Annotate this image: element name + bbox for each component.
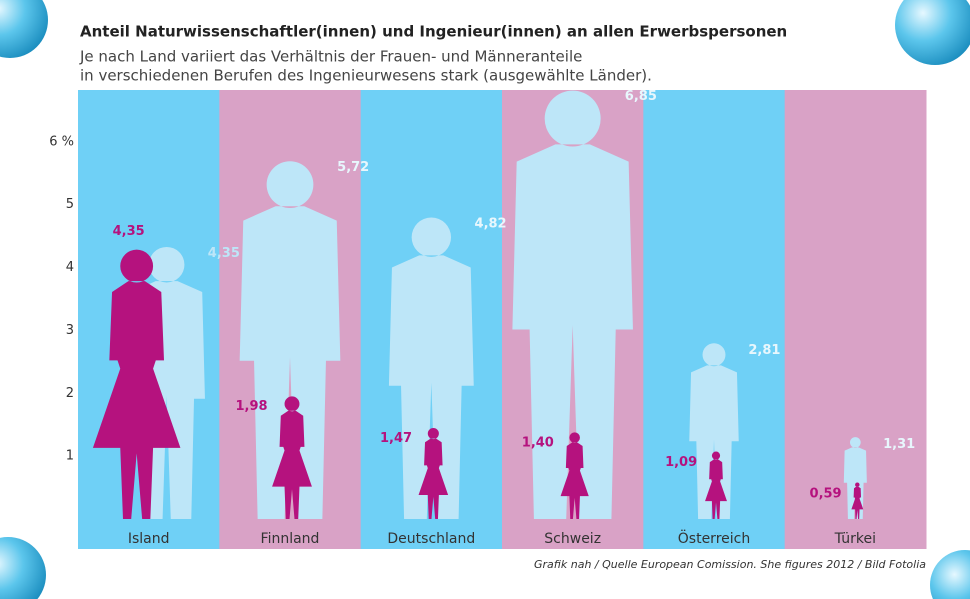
column-backgrounds	[78, 90, 927, 549]
source-note: Grafik nah / Quelle European Comission. …	[534, 558, 926, 571]
decor-bubble	[930, 550, 970, 599]
woman-figure	[92, 249, 181, 519]
chart-subtitle: Je nach Land variiert das Verhältnis der…	[79, 48, 582, 66]
x-tick-label: Türkei	[834, 531, 876, 547]
x-tick-label: Finnland	[261, 531, 320, 547]
man-figure	[388, 217, 474, 520]
woman-figure	[418, 427, 449, 519]
y-tick-label: 6 %	[49, 134, 74, 149]
x-tick-label: Schweiz	[544, 531, 601, 547]
value-label: 5,72	[337, 160, 369, 175]
decor-bubble	[0, 537, 46, 599]
woman-figure	[272, 396, 312, 519]
value-label: 1,31	[883, 437, 915, 452]
decor-bubble	[0, 0, 48, 58]
plot: 4,35 4,35 Island 5,72 1,98 Finnland 4,82 1,47 De…	[92, 89, 915, 547]
value-label: 4,82	[475, 217, 507, 232]
decor-bubble	[895, 0, 970, 65]
value-label: 1,09	[665, 455, 697, 470]
y-tick-label: 3	[66, 323, 74, 338]
value-label: 2,81	[748, 343, 780, 358]
woman-figure	[705, 451, 727, 519]
x-tick-label: Deutschland	[387, 531, 475, 547]
x-tick-label: Österreich	[678, 529, 750, 547]
value-label: 1,98	[235, 399, 267, 414]
chart-title: Anteil Naturwissenschaftler(innen) und I…	[80, 23, 787, 41]
value-label: 1,40	[522, 436, 554, 451]
value-label: 1,47	[380, 431, 412, 446]
man-figure	[689, 343, 739, 519]
value-label: 4,35	[113, 224, 145, 239]
x-tick-label: Island	[128, 531, 170, 547]
y-tick-label: 2	[66, 386, 74, 401]
y-tick-label: 4	[66, 260, 74, 275]
man-figure	[239, 161, 341, 519]
man-figure	[843, 437, 867, 519]
value-label: 6,85	[625, 89, 657, 104]
man-figure	[512, 90, 633, 520]
woman-figure	[851, 482, 864, 519]
chart-subtitle: in verschiedenen Berufen des Ingenieurwe…	[80, 67, 652, 85]
y-tick-label: 5	[66, 197, 74, 212]
y-tick-label: 1	[66, 449, 74, 464]
woman-figure	[560, 432, 589, 519]
value-label: 0,59	[810, 486, 842, 501]
value-label: 4,35	[208, 246, 240, 261]
